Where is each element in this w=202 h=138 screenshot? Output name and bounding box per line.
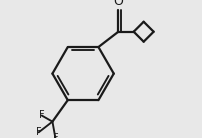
Text: F: F [53,133,58,138]
Text: F: F [39,111,44,120]
Text: O: O [113,0,123,8]
Text: F: F [36,127,41,137]
